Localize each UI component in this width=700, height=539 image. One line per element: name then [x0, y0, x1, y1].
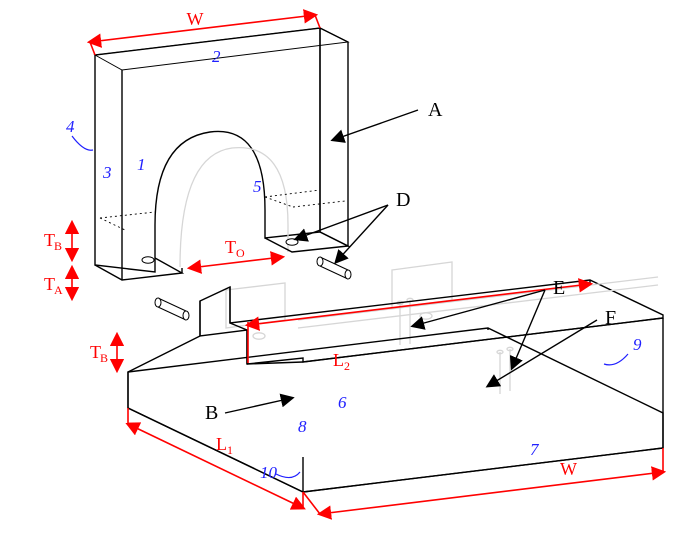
num-3: 3 — [102, 163, 112, 182]
pegs-d — [155, 257, 351, 320]
ann-b: B — [205, 398, 292, 424]
num-8: 8 — [298, 417, 307, 436]
dim-l2-label: L — [333, 350, 344, 370]
ann-a: A — [333, 99, 443, 140]
part-a — [95, 28, 348, 280]
dim-tb-left-sub: B — [54, 239, 62, 253]
dim-w-top-label: W — [187, 9, 204, 29]
num-10: 10 — [260, 463, 278, 482]
dim-w-bot-label: W — [560, 459, 577, 479]
num-7: 7 — [530, 440, 540, 459]
dim-to-sub: O — [236, 246, 245, 260]
num-9: 9 — [633, 335, 642, 354]
num-6: 6 — [338, 393, 347, 412]
dim-ta-left-sub: A — [54, 283, 63, 297]
num-2: 2 — [212, 47, 221, 66]
part-b — [128, 262, 663, 492]
ann-e-label: E — [553, 277, 565, 299]
ann-f-label: F — [605, 307, 616, 329]
dim-tb-left: T B — [44, 223, 72, 259]
diagram-canvas: W T B T A T O T B L 2 L 1 — [0, 0, 700, 539]
num-4: 4 — [66, 117, 75, 136]
num-1: 1 — [137, 155, 146, 174]
ann-d-label: D — [396, 189, 410, 211]
ann-b-label: B — [205, 402, 218, 424]
dim-l1-label: L — [216, 434, 227, 454]
dim-l1-sub: 1 — [227, 443, 233, 457]
dim-l2: L 2 — [248, 284, 590, 373]
dim-to: T O — [190, 237, 282, 268]
ann-f: F — [488, 307, 616, 386]
dim-tb-base: T B — [90, 335, 117, 370]
dim-tb-base-sub: B — [100, 351, 108, 365]
dim-l2-sub: 2 — [344, 359, 350, 373]
dim-w-bot: W — [303, 448, 663, 514]
dim-ta-left: T A — [44, 268, 72, 298]
ann-a-label: A — [428, 99, 443, 121]
ann-d: D — [296, 189, 410, 262]
dim-to-label: T — [225, 237, 236, 257]
num-5: 5 — [253, 177, 262, 196]
